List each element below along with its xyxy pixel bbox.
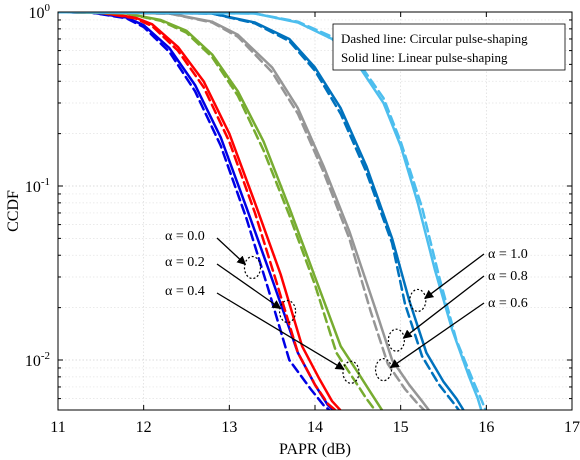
y-axis-label: CCDF: [5, 190, 22, 232]
series-alpha-0-2-solid: [58, 12, 342, 410]
annotation-arrow: [216, 292, 345, 370]
annotation-arrow: [216, 237, 247, 266]
series-alpha-0-2-dashed: [58, 12, 338, 410]
x-tick-label: 15: [393, 419, 409, 436]
x-tick-label: 13: [221, 419, 237, 436]
series-alpha-0-6-dashed: [58, 12, 426, 410]
y-tick-label: 100: [29, 2, 51, 22]
annotation-label: α = 0.6: [488, 296, 528, 311]
annotation-label: α = 0.4: [165, 284, 205, 299]
tick-layer: 11 12 13 14 15 16 17 100 10-1 10-2: [25, 2, 580, 436]
series-alpha-0-8-solid: [58, 12, 465, 410]
annotation-arrow: [424, 253, 485, 299]
grid: [58, 12, 572, 410]
legend-entry-dashed: Dashed line: Circular pulse-shaping: [341, 31, 528, 46]
series-alpha-0-0-dashed: [58, 12, 332, 410]
x-tick-label: 11: [50, 419, 65, 436]
series-alpha-0-8-dashed: [58, 12, 461, 410]
annotation-label: α = 0.8: [488, 269, 528, 284]
annotation-label: α = 0.2: [165, 255, 205, 270]
x-tick-label: 17: [564, 419, 580, 436]
x-axis-label: PAPR (dB): [279, 441, 351, 458]
x-tick-label: 14: [307, 419, 323, 436]
legend-entry-solid: Solid line: Linear pulse-shaping: [341, 50, 508, 65]
series-layer: [58, 12, 487, 410]
x-tick-label: 16: [478, 419, 494, 436]
annotation-circle: [278, 299, 297, 324]
annotation-circle: [409, 288, 427, 313]
annotation-circle: [387, 328, 405, 352]
series-alpha-0-4-dashed: [58, 12, 377, 410]
series-alpha-1-0-solid: [58, 12, 483, 410]
annotation-label: α = 1.0: [488, 247, 528, 262]
annotation-circle: [342, 360, 360, 384]
annotation-arrow: [389, 302, 485, 369]
y-tick-label: 10-1: [25, 176, 50, 196]
annotation-arrow: [402, 275, 485, 339]
annotation-arrow: [216, 263, 282, 310]
annotation-label: α = 0.0: [165, 229, 205, 244]
annotations: α = 0.0 α = 0.2 α = 0.4 α = 1.0 α = 0.8 α = 0…: [165, 229, 528, 384]
series-alpha-1-0-dashed: [58, 12, 487, 410]
x-tick-label: 12: [136, 419, 152, 436]
legend-box: Dashed line: Circular pulse-shaping Soli…: [332, 23, 566, 71]
y-tick-label: 10-2: [25, 350, 50, 370]
annotation-circle: [243, 255, 262, 280]
annotation-circle: [374, 358, 393, 382]
